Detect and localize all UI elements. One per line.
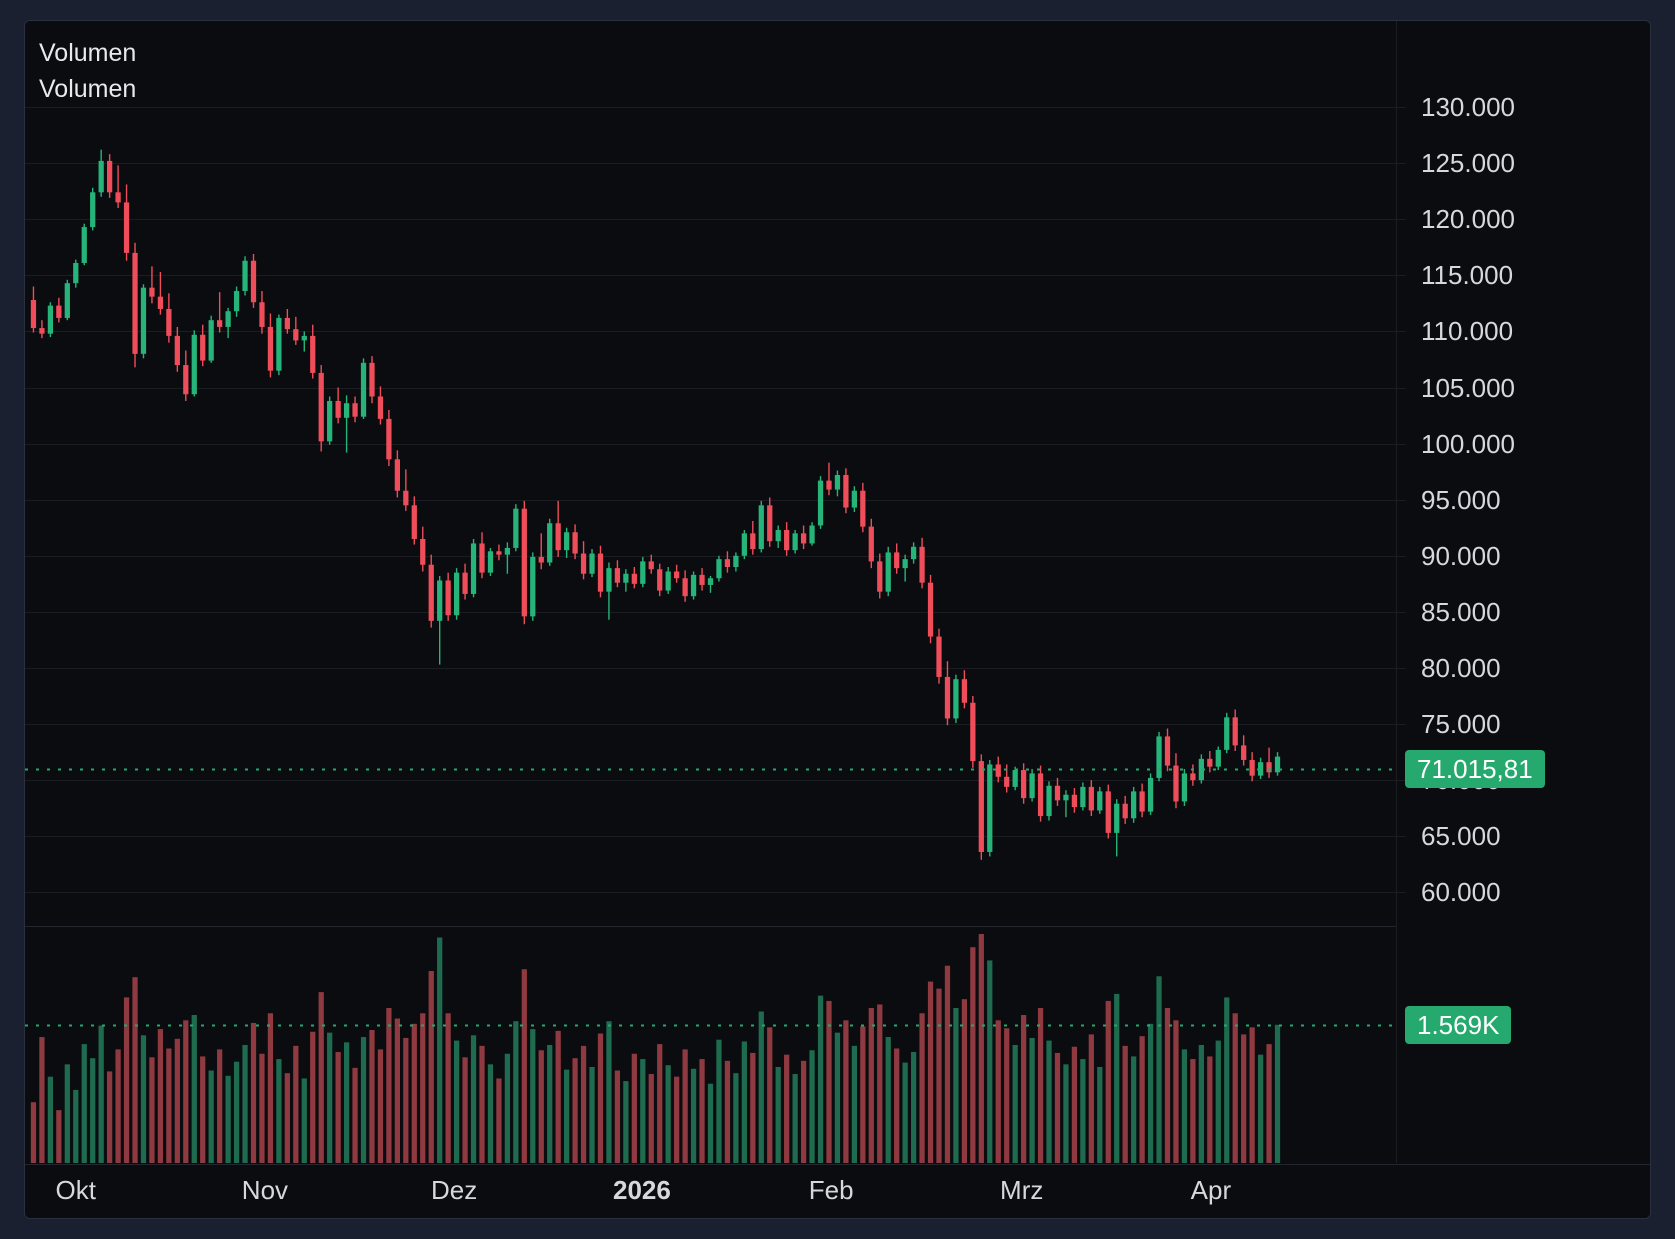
price-tick-label: 75.000: [1421, 709, 1501, 740]
time-tick-label: Nov: [241, 1175, 289, 1205]
time-tick-label: Feb: [808, 1175, 854, 1205]
price-tick-mark: [1397, 892, 1406, 893]
candlestick-series: [30, 149, 1281, 860]
time-tick-label: Apr: [1190, 1175, 1232, 1205]
price-tick-mark: [1397, 668, 1406, 669]
price-tick-label: 100.000: [1421, 428, 1515, 459]
chart-panel[interactable]: Volumen Volumen 130.000 125.000 120.000 115…: [24, 20, 1651, 1219]
time-tick-label: Mrz: [1000, 1175, 1044, 1205]
price-tick-mark: [1397, 612, 1406, 613]
volume-bars: [30, 934, 1281, 1163]
gridlines: [25, 107, 1396, 927]
price-tick-mark: [1397, 219, 1406, 220]
time-tick-label: Dez: [430, 1175, 478, 1205]
price-tick-label: 115.000: [1421, 260, 1514, 291]
price-tick-mark: [1397, 107, 1406, 108]
price-tick-mark: [1397, 331, 1406, 332]
price-tick-mark: [1397, 444, 1406, 445]
price-tick-label: 90.000: [1421, 540, 1501, 571]
time-tick-label: 2026: [613, 1175, 671, 1205]
price-tick-mark: [1397, 556, 1406, 557]
price-tick-label: 85.000: [1421, 596, 1501, 627]
price-tick-mark: [1397, 500, 1406, 501]
last-price-badge[interactable]: 71.015,81: [1405, 749, 1545, 788]
price-tick-label: 65.000: [1421, 821, 1501, 852]
last-volume-badge[interactable]: 1.569K: [1405, 1005, 1512, 1044]
time-axis[interactable]: Okt Nov Dez 2026 Feb Mrz Apr: [25, 1164, 1650, 1218]
price-tick-mark: [1397, 275, 1406, 276]
price-tick-mark: [1397, 836, 1406, 837]
price-tick-label: 60.000: [1421, 877, 1501, 908]
last-price-line: [25, 768, 1396, 1027]
plot-area[interactable]: Volumen Volumen: [25, 21, 1396, 1163]
price-axis[interactable]: 130.000 125.000 120.000 115.000 110.000 105.0…: [1396, 21, 1650, 1163]
price-tick-label: 105.000: [1421, 372, 1515, 403]
price-tick-label: 130.000: [1421, 92, 1515, 123]
price-tick-label: 95.000: [1421, 484, 1501, 515]
price-tick-mark: [1397, 163, 1406, 164]
time-tick-label: Okt: [55, 1175, 96, 1205]
price-tick-mark: [1397, 388, 1406, 389]
price-tick-mark: [1397, 724, 1406, 725]
price-tick-label: 110.000: [1421, 316, 1514, 347]
price-tick-label: 125.000: [1421, 148, 1515, 179]
price-tick-label: 80.000: [1421, 652, 1501, 683]
price-tick-label: 120.000: [1421, 204, 1515, 235]
price-tick-mark: [1397, 780, 1406, 781]
